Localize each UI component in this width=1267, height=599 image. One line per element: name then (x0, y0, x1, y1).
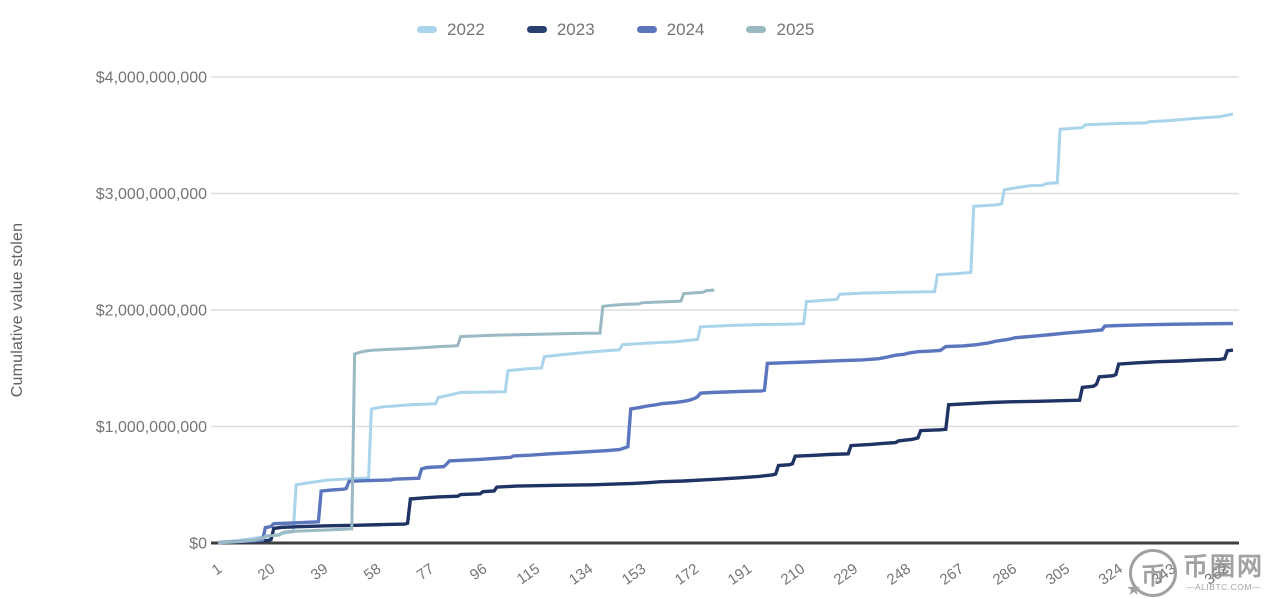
watermark-name: 币圈网 (1182, 552, 1264, 581)
x-axis-tick-label: 115 (514, 560, 543, 588)
x-axis-tick-label: 305 (1043, 560, 1073, 588)
x-axis-tick-label: 172 (672, 560, 702, 588)
x-axis-tick-label: 153 (619, 560, 649, 588)
legend-swatch-icon (636, 26, 657, 33)
y-axis-tick-label: $1,000,000,000 (96, 419, 207, 436)
x-axis-tick-label: 324 (1096, 560, 1126, 588)
x-axis-tick-label: 191 (725, 560, 755, 588)
y-axis-tick-label: $3,000,000,000 (96, 186, 207, 203)
legend-item-2024: 2024 (636, 20, 705, 39)
legend-item-2025: 2025 (746, 21, 814, 38)
watermark-logo-char: 币 (1140, 562, 1165, 590)
watermark-site: —ALIBTC.COM— (1186, 582, 1261, 593)
series-line-2022[interactable] (217, 112, 1234, 544)
x-axis-tick-label: 267 (937, 560, 967, 588)
x-axis-tick-label: 1 (209, 560, 226, 579)
y-axis-tick-label: $4,000,000,000 (96, 70, 207, 87)
x-axis-tick-label: 96 (467, 560, 490, 583)
x-axis-tick-label: 210 (778, 560, 808, 588)
star-icon: ★ (1126, 581, 1141, 598)
legend-label: 2022 (447, 20, 485, 39)
y-axis-tick-label: $0 (189, 536, 207, 553)
y-axis-tick-label: $2,000,000,000 (96, 303, 207, 320)
x-axis-tick-label: 229 (831, 560, 861, 588)
legend-swatch-icon (526, 26, 547, 33)
x-axis-tick-label: 58 (361, 560, 384, 583)
legend-label: 2025 (776, 20, 815, 39)
x-axis-tick-label: 134 (566, 560, 596, 588)
legend-item-2023: 2023 (526, 20, 595, 39)
legend-swatch-icon (746, 26, 767, 33)
legend-label: 2024 (666, 20, 705, 39)
x-axis-tick-label: 77 (414, 560, 437, 583)
legend-swatch-icon (417, 26, 437, 33)
watermark-logo-icon: ★ 币 (1126, 549, 1177, 598)
watermark: ★ 币 币圈网 —ALIBTC.COM— (1126, 549, 1264, 598)
chart-legend: 2022 2023 2024 2025 (417, 21, 814, 38)
watermark-text: 币圈网 —ALIBTC.COM— (1182, 552, 1264, 593)
legend-label: 2023 (556, 20, 595, 39)
x-axis-tick-label: 39 (308, 560, 331, 583)
series-line-2023[interactable] (217, 348, 1234, 545)
x-axis-tick-label: 20 (255, 560, 278, 583)
legend-item-2022: 2022 (417, 21, 485, 38)
series-line-2025[interactable] (217, 288, 715, 545)
x-axis-tick-label: 286 (990, 560, 1020, 588)
x-axis-tick-label: 248 (884, 560, 914, 588)
